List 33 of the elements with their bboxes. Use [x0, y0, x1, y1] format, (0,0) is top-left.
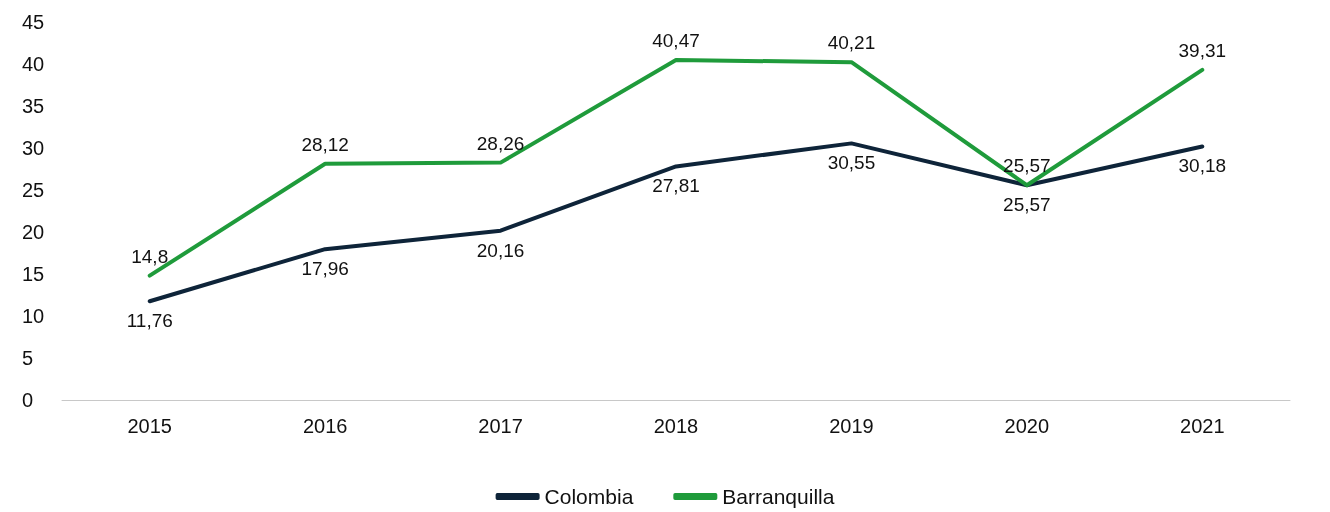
y-tick-label: 20	[22, 221, 45, 243]
y-tick-label: 35	[22, 95, 45, 117]
data-label: 30,55	[827, 152, 876, 174]
y-tick-label: 25	[22, 179, 45, 201]
y-tick-label: 45	[22, 11, 45, 33]
data-label: 27,81	[652, 175, 700, 197]
x-tick-label: 2019	[829, 415, 874, 437]
y-tick-label: 40	[22, 53, 45, 75]
x-tick-label: 2016	[302, 415, 348, 437]
legend-label: Colombia	[544, 485, 634, 508]
y-tick-label: 0	[22, 389, 34, 411]
data-label: 11,76	[126, 310, 173, 332]
y-tick-label: 5	[22, 347, 34, 369]
y-tick-label: 10	[22, 305, 45, 327]
data-label: 25,57	[1003, 194, 1051, 216]
data-label: 30,18	[1178, 155, 1227, 177]
data-label: 40,21	[827, 32, 876, 54]
data-label: 39,31	[1178, 39, 1227, 61]
data-label: 20,16	[476, 239, 525, 261]
data-label: 40,47	[652, 30, 700, 52]
y-tick-label: 30	[22, 137, 45, 159]
x-tick-label: 2020	[1004, 415, 1050, 437]
data-label: 28,12	[301, 133, 349, 155]
data-label: 14,8	[131, 245, 169, 267]
x-tick-label: 2015	[127, 415, 172, 437]
x-tick-label: 2018	[653, 415, 699, 437]
data-label: 25,57	[1003, 155, 1051, 177]
data-label: 17,96	[301, 258, 349, 280]
x-tick-label: 2017	[478, 415, 523, 437]
x-tick-label: 2021	[1180, 415, 1225, 437]
data-label: 28,26	[476, 132, 525, 154]
y-tick-label: 15	[22, 263, 45, 285]
legend-label: Barranquilla	[722, 485, 835, 508]
